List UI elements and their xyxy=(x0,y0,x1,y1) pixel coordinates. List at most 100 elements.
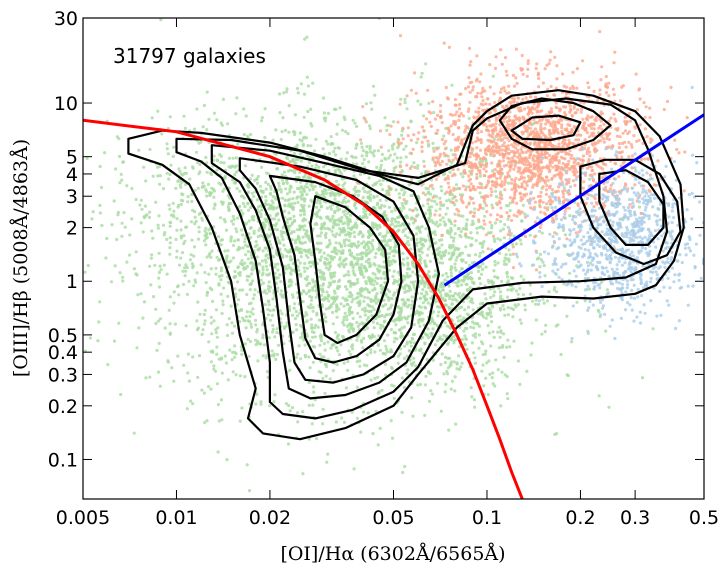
data-point-group-0 xyxy=(498,238,503,242)
data-point-group-1 xyxy=(296,236,301,240)
data-point-group-0 xyxy=(396,354,401,358)
data-point-group-0 xyxy=(534,298,538,302)
data-point-group-0 xyxy=(168,207,172,211)
data-point-group-0 xyxy=(341,334,345,338)
data-point-group-0 xyxy=(217,235,221,239)
data-point-group-0 xyxy=(358,257,362,261)
data-point-group-1 xyxy=(434,241,438,245)
data-point-group-0 xyxy=(539,258,544,262)
data-point-group-0 xyxy=(228,348,232,352)
data-point-group-2 xyxy=(448,307,452,311)
data-point-group-2 xyxy=(501,304,505,308)
data-point-group-0 xyxy=(189,220,193,224)
data-point-group-0 xyxy=(502,307,506,311)
data-point-group-0 xyxy=(266,203,270,207)
data-point-group-0 xyxy=(542,301,546,305)
data-point-group-0 xyxy=(514,242,519,246)
data-point-group-0 xyxy=(346,132,350,136)
data-point-group-0 xyxy=(278,111,282,115)
data-point-group-0 xyxy=(235,230,239,234)
data-point-group-2 xyxy=(439,256,444,260)
data-point-group-0 xyxy=(370,313,374,318)
data-point-group-0 xyxy=(329,135,333,139)
data-point-group-0 xyxy=(360,241,364,246)
data-point-group-2 xyxy=(478,276,482,280)
data-point-group-0 xyxy=(194,219,198,223)
data-point-group-0 xyxy=(464,245,468,249)
data-point-group-1 xyxy=(280,173,284,177)
data-point-group-0 xyxy=(588,287,592,291)
data-point-group-0 xyxy=(268,318,273,322)
data-point-group-0 xyxy=(415,237,419,241)
data-point-group-0 xyxy=(422,114,426,118)
data-point-group-0 xyxy=(258,184,262,188)
data-point-group-3 xyxy=(638,97,642,101)
data-point-group-1 xyxy=(314,163,318,167)
data-point-group-0 xyxy=(360,307,365,311)
data-point-group-0 xyxy=(148,210,152,214)
data-point-group-0 xyxy=(219,243,223,247)
data-point-group-3 xyxy=(517,185,521,189)
data-point-group-0 xyxy=(482,384,486,388)
data-point-group-2 xyxy=(466,305,471,309)
data-point-group-0 xyxy=(555,432,559,436)
data-point-group-0 xyxy=(179,228,183,232)
data-point-group-0 xyxy=(269,243,273,247)
data-point-group-0 xyxy=(486,324,490,328)
data-point-group-1 xyxy=(428,217,432,221)
data-point-group-0 xyxy=(322,342,326,346)
data-point-group-0 xyxy=(202,312,206,317)
data-point-group-0 xyxy=(223,249,227,253)
data-point-group-1 xyxy=(205,128,209,132)
data-point-group-1 xyxy=(409,120,413,124)
data-point-group-0 xyxy=(267,280,271,284)
data-point-group-0 xyxy=(447,284,451,288)
data-point-group-3 xyxy=(505,211,509,215)
data-point-group-2 xyxy=(403,344,407,348)
data-point-group-3 xyxy=(534,268,539,272)
data-point-group-0 xyxy=(198,312,202,316)
data-point-group-0 xyxy=(338,106,342,110)
data-point-group-0 xyxy=(428,259,432,263)
data-point-group-0 xyxy=(250,191,254,195)
data-point-group-0 xyxy=(295,143,299,147)
data-point-group-0 xyxy=(467,295,471,299)
data-point-group-0 xyxy=(300,186,304,190)
data-point-group-1 xyxy=(269,205,273,209)
data-point-group-0 xyxy=(170,366,174,370)
data-point-group-0 xyxy=(371,320,375,324)
data-point-group-2 xyxy=(457,247,461,251)
data-point-group-0 xyxy=(261,249,265,253)
data-point-group-0 xyxy=(365,364,369,368)
data-point-group-1 xyxy=(181,193,185,197)
data-point-group-0 xyxy=(297,187,301,191)
data-point-group-0 xyxy=(362,363,366,367)
data-point-group-1 xyxy=(373,182,377,186)
data-point-group-0 xyxy=(182,234,186,238)
data-point-group-2 xyxy=(431,318,435,322)
data-point-group-1 xyxy=(277,239,281,243)
data-point-group-0 xyxy=(344,257,348,261)
data-point-group-0 xyxy=(174,237,178,242)
data-point-group-0 xyxy=(278,247,282,251)
data-point-group-1 xyxy=(265,219,269,224)
data-point-group-2 xyxy=(484,349,488,353)
data-point-group-0 xyxy=(180,251,185,255)
data-point-group-3 xyxy=(587,85,591,90)
data-point-group-3 xyxy=(456,213,460,217)
data-point-group-0 xyxy=(233,239,237,243)
data-point-group-0 xyxy=(273,335,277,339)
data-point-group-0 xyxy=(333,169,338,173)
data-point-group-0 xyxy=(339,157,343,161)
data-point-group-3 xyxy=(396,120,400,124)
data-point-group-0 xyxy=(167,308,171,312)
data-point-group-0 xyxy=(383,362,388,366)
data-point-group-3 xyxy=(436,157,440,161)
data-point-group-0 xyxy=(353,193,357,197)
data-point-group-0 xyxy=(186,352,190,356)
data-point-group-3 xyxy=(475,146,479,150)
data-point-group-1 xyxy=(268,239,272,243)
data-point-group-0 xyxy=(177,293,181,297)
data-point-group-3 xyxy=(607,94,611,98)
data-point-group-0 xyxy=(215,352,219,356)
